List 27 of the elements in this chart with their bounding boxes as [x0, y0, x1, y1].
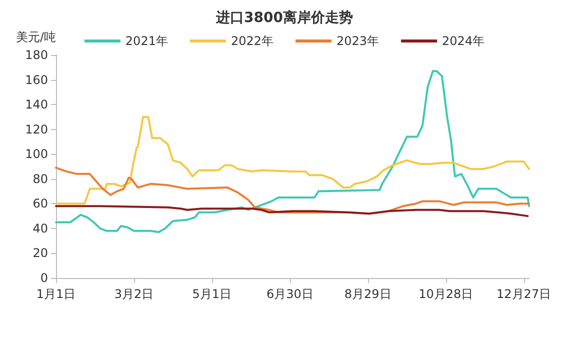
line-series	[55, 166, 530, 215]
x-tick-label: 5月1日	[192, 287, 232, 301]
line-series	[55, 70, 530, 234]
y-tick-label: 160	[25, 72, 48, 87]
y-tick-label: 80	[32, 172, 48, 186]
line-series	[55, 205, 529, 218]
line-series	[55, 116, 530, 205]
y-tick-label: 20	[32, 246, 48, 260]
y-tick-label: 60	[32, 196, 48, 211]
y-tick-label: 120	[25, 122, 48, 136]
x-tick-label: 8月29日	[344, 287, 392, 301]
x-tick-label: 1月1日	[36, 287, 76, 301]
y-tick-label: 140	[25, 98, 48, 112]
legend-label: 2022年	[230, 34, 274, 48]
y-tick-label: 0	[40, 271, 48, 285]
legend-label: 2021年	[125, 34, 168, 48]
legend-label: 2024年	[442, 34, 485, 48]
legend-label: 2023年	[336, 34, 380, 48]
y-tick-label: 40	[32, 221, 48, 236]
y-axis-title: 美元/吨	[16, 30, 56, 44]
x-tick-label: 12月27日	[496, 287, 552, 301]
x-tick-label: 6月30日	[266, 287, 314, 301]
y-tick-label: 100	[25, 147, 48, 162]
y-tick-label: 180	[25, 48, 48, 62]
chart-title: 进口3800离岸价走势	[215, 9, 353, 26]
x-tick-label: 3月2日	[114, 287, 154, 301]
x-tick-label: 10月28日	[418, 287, 474, 301]
